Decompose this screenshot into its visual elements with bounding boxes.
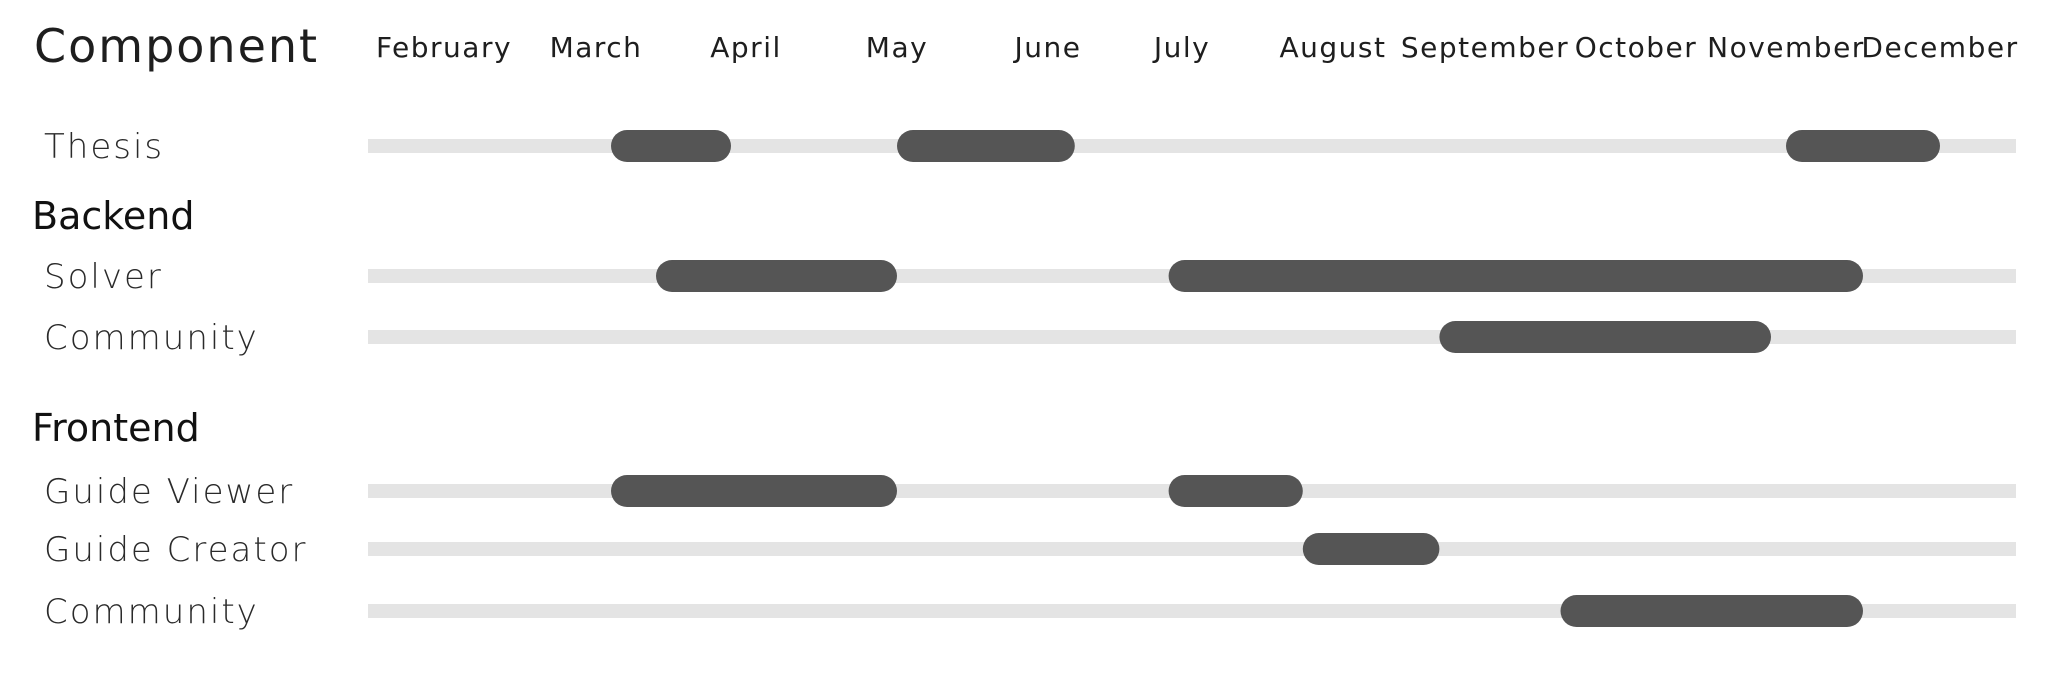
month-label-august: August bbox=[1280, 31, 1387, 64]
section-label-backend: Backend bbox=[32, 194, 194, 238]
row-label: Community bbox=[44, 318, 259, 358]
month-label-december: December bbox=[1861, 31, 2018, 64]
gantt-bar bbox=[1168, 260, 1863, 292]
section-label-frontend: Frontend bbox=[32, 406, 200, 450]
month-label-april: April bbox=[710, 31, 782, 64]
month-label-march: March bbox=[550, 31, 643, 64]
row-label: Guide Creator bbox=[44, 530, 308, 570]
gantt-bar bbox=[656, 260, 897, 292]
gantt-bar bbox=[1786, 130, 1940, 162]
row-track bbox=[368, 542, 2016, 556]
month-label-october: October bbox=[1575, 31, 1698, 64]
month-label-september: September bbox=[1401, 31, 1569, 64]
gantt-bar bbox=[1439, 321, 1771, 353]
gantt-row-solver: Solver bbox=[44, 257, 2016, 297]
gantt-row-community: Community bbox=[44, 592, 2016, 632]
gantt-row-guide-creator: Guide Creator bbox=[44, 530, 2016, 570]
gantt-bar bbox=[611, 475, 897, 507]
month-label-february: February bbox=[376, 31, 512, 64]
month-label-july: July bbox=[1152, 31, 1210, 64]
month-label-november: November bbox=[1707, 31, 1865, 64]
row-label: Guide Viewer bbox=[44, 472, 294, 512]
gantt-bar bbox=[611, 130, 731, 162]
row-track bbox=[368, 139, 2016, 153]
gantt-row-guide-viewer: Guide Viewer bbox=[44, 472, 2016, 512]
gantt-bar bbox=[897, 130, 1075, 162]
gantt-row-community: Community bbox=[44, 318, 2016, 358]
row-label: Solver bbox=[44, 257, 163, 297]
gantt-bar bbox=[1168, 475, 1303, 507]
row-label: Thesis bbox=[44, 127, 164, 167]
component-header: Component bbox=[34, 19, 319, 73]
month-label-june: June bbox=[1013, 31, 1082, 64]
gantt-rows: Thesis Backend Solver Community Frontend Guid… bbox=[32, 127, 2016, 632]
month-axis: February March April May June July August Septe… bbox=[376, 31, 2018, 64]
row-label: Community bbox=[44, 592, 259, 632]
gantt-row-thesis: Thesis bbox=[44, 127, 2016, 167]
month-label-may: May bbox=[866, 31, 928, 64]
gantt-bar bbox=[1560, 595, 1863, 627]
gantt-bar bbox=[1302, 533, 1440, 565]
